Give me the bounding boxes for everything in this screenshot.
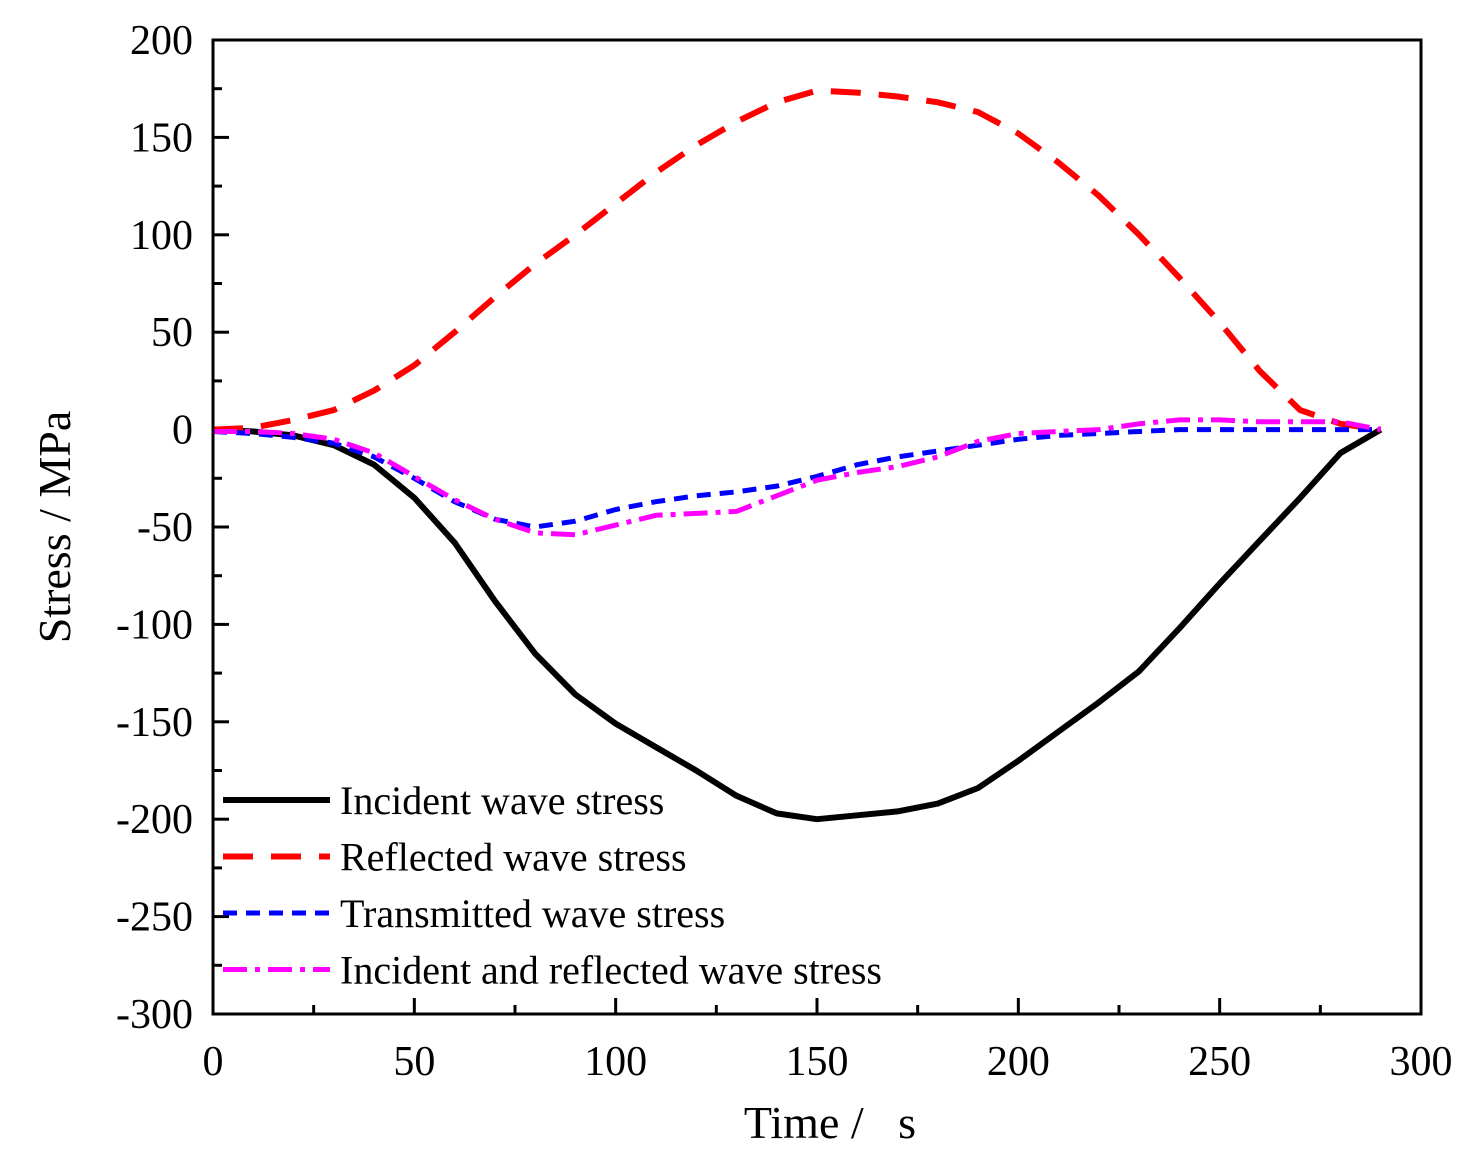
y-tick-label: 200 [130, 18, 193, 64]
series-line-1 [212, 426, 1383, 823]
x-axis-label: Time / s [744, 1097, 916, 1148]
y-tick-label: 150 [130, 115, 193, 161]
y-tick-label: -150 [116, 700, 193, 746]
y-tick-label: -200 [116, 797, 193, 843]
x-tick-label: 150 [786, 1039, 849, 1085]
y-tick-label: 50 [151, 310, 193, 356]
y-tick-label: 0 [172, 408, 193, 454]
legend-label: Transmitted wave stress [340, 891, 725, 936]
x-tick-label: 50 [393, 1039, 435, 1085]
plot-frame [211, 38, 1423, 1016]
legend: Incident wave stress Reflected wave stres… [223, 778, 882, 993]
y-tick-label: -300 [116, 992, 193, 1038]
series-line-4 [213, 417, 1382, 538]
x-tick-label: 0 [203, 1039, 224, 1085]
x-tick-label: 200 [987, 1039, 1050, 1085]
x-tick-label: 300 [1390, 1039, 1453, 1085]
y-tick-label: -100 [116, 602, 193, 648]
y-tick-label: -50 [137, 505, 193, 551]
legend-label: Incident wave stress [340, 778, 664, 823]
legend-label: Reflected wave stress [340, 835, 687, 880]
series-line-3 [212, 427, 1381, 530]
legend-label: Incident and reflected wave stress [340, 948, 882, 993]
series-line-2 [212, 87, 1382, 433]
y-tick-label: 100 [130, 213, 193, 259]
x-tick-label: 100 [584, 1039, 647, 1085]
x-tick-label: 250 [1188, 1039, 1251, 1085]
y-axis-label: Stress / MPa [29, 411, 80, 644]
y-tick-label: -250 [116, 895, 193, 941]
